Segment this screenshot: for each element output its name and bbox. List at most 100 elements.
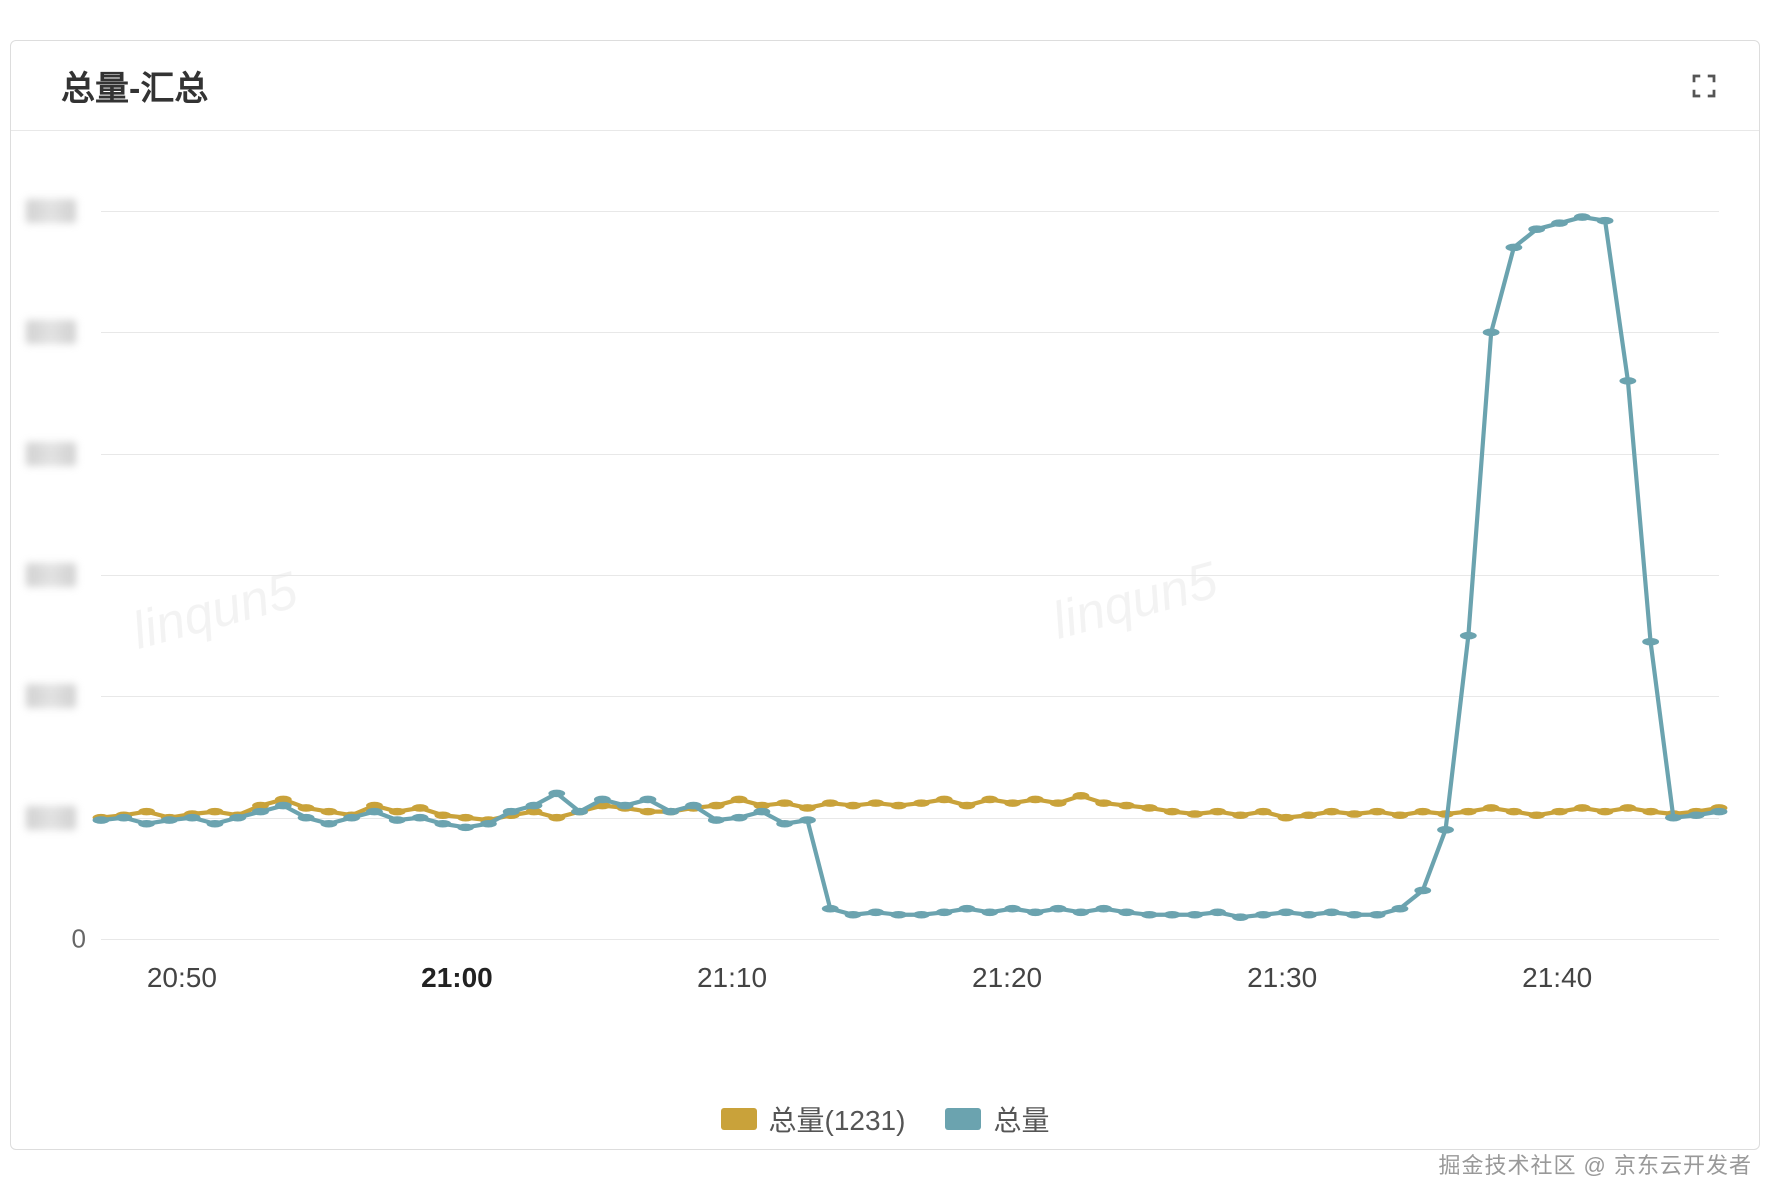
y-axis-label-blurred bbox=[26, 806, 76, 830]
series-point bbox=[1414, 887, 1431, 895]
footer-watermark: 掘金技术社区 @ 京东云开发者 bbox=[1438, 1148, 1752, 1180]
series-point bbox=[1551, 808, 1568, 816]
series-point bbox=[93, 816, 110, 824]
series-point bbox=[1688, 811, 1705, 819]
series-point bbox=[1164, 808, 1181, 816]
series-point bbox=[1095, 799, 1112, 807]
series-point bbox=[1437, 826, 1454, 834]
series-point bbox=[799, 816, 816, 824]
legend-label: 总量 bbox=[993, 1099, 1049, 1139]
series-point bbox=[1164, 911, 1181, 919]
series-point bbox=[207, 808, 224, 816]
series-point bbox=[1027, 909, 1044, 917]
series-point bbox=[1186, 911, 1203, 919]
series-point bbox=[753, 808, 770, 816]
gridline bbox=[101, 939, 1719, 940]
series-point bbox=[845, 911, 862, 919]
series-point bbox=[981, 796, 998, 804]
series-point bbox=[776, 799, 793, 807]
series-point bbox=[457, 824, 474, 832]
series-point bbox=[981, 909, 998, 917]
series-point bbox=[1414, 808, 1431, 816]
series-point bbox=[1392, 811, 1409, 819]
series-point bbox=[1460, 632, 1477, 640]
plot-region: 020:5021:0021:1021:2021:3021:40 bbox=[101, 211, 1719, 939]
series-svg bbox=[101, 211, 1719, 939]
series-point bbox=[389, 808, 406, 816]
expand-icon[interactable] bbox=[1689, 71, 1719, 101]
series-point bbox=[959, 802, 976, 810]
legend-item[interactable]: 总量(1231) bbox=[721, 1099, 906, 1139]
series-point bbox=[1346, 911, 1363, 919]
series-point bbox=[890, 802, 907, 810]
series-point bbox=[1574, 804, 1591, 812]
series-point bbox=[708, 802, 725, 810]
series-point bbox=[731, 814, 748, 822]
series-point bbox=[1460, 808, 1477, 816]
series-point bbox=[571, 808, 588, 816]
series-point bbox=[1597, 217, 1614, 225]
series-point bbox=[1665, 814, 1682, 822]
x-axis-label: 20:50 bbox=[147, 962, 217, 994]
y-axis-label-blurred bbox=[26, 442, 76, 466]
panel-header: 总量-汇总 bbox=[11, 41, 1759, 131]
series-point bbox=[1642, 638, 1659, 646]
series-point bbox=[1073, 792, 1090, 800]
series-point bbox=[1050, 799, 1067, 807]
series-point bbox=[115, 814, 132, 822]
series-point bbox=[1551, 219, 1568, 227]
series-point bbox=[412, 804, 429, 812]
y-axis-label-blurred bbox=[26, 320, 76, 344]
y-axis-label-blurred bbox=[26, 563, 76, 587]
series-point bbox=[594, 796, 611, 804]
series-point bbox=[1323, 909, 1340, 917]
series-point bbox=[1255, 808, 1272, 816]
series-point bbox=[320, 808, 337, 816]
series-point bbox=[434, 811, 451, 819]
x-axis-label: 21:30 bbox=[1247, 962, 1317, 994]
y-axis-label-blurred bbox=[26, 199, 76, 223]
series-point bbox=[662, 808, 679, 816]
x-axis-label: 21:10 bbox=[697, 962, 767, 994]
series-point bbox=[480, 820, 497, 828]
legend-swatch bbox=[721, 1108, 757, 1130]
series-point bbox=[890, 911, 907, 919]
series-point bbox=[1232, 811, 1249, 819]
series-point bbox=[936, 909, 953, 917]
y-axis-label-blurred bbox=[26, 684, 76, 708]
series-point bbox=[1597, 808, 1614, 816]
series-point bbox=[1619, 804, 1636, 812]
series-point bbox=[298, 814, 315, 822]
chart-area: linqun5 linqun5 020:5021:0021:1021:2021:… bbox=[11, 131, 1759, 1089]
series-point bbox=[799, 804, 816, 812]
series-point bbox=[298, 804, 315, 812]
series-point bbox=[1232, 913, 1249, 921]
series-point bbox=[1095, 905, 1112, 913]
series-point bbox=[1574, 213, 1591, 221]
series-point bbox=[685, 802, 702, 810]
series-point bbox=[1004, 799, 1021, 807]
series-point bbox=[1505, 244, 1522, 252]
panel-title: 总量-汇总 bbox=[61, 61, 208, 110]
series-point bbox=[1255, 911, 1272, 919]
series-point bbox=[936, 796, 953, 804]
series-point bbox=[640, 796, 657, 804]
x-axis-label: 21:40 bbox=[1522, 962, 1592, 994]
series-point bbox=[822, 799, 839, 807]
series-point bbox=[1027, 796, 1044, 804]
series-point bbox=[1505, 808, 1522, 816]
series-point bbox=[1141, 804, 1158, 812]
series-point bbox=[1483, 804, 1500, 812]
series-point bbox=[913, 799, 930, 807]
series-point bbox=[1209, 909, 1226, 917]
series-point bbox=[1369, 911, 1386, 919]
series-point bbox=[867, 799, 884, 807]
y-axis-label: 0 bbox=[31, 924, 86, 955]
legend-item[interactable]: 总量 bbox=[945, 1099, 1049, 1139]
series-point bbox=[526, 802, 543, 810]
series-point bbox=[548, 790, 565, 798]
legend-label: 总量(1231) bbox=[769, 1099, 906, 1139]
series-point bbox=[776, 820, 793, 828]
series-point bbox=[503, 808, 520, 816]
x-axis-label: 21:00 bbox=[421, 962, 493, 994]
